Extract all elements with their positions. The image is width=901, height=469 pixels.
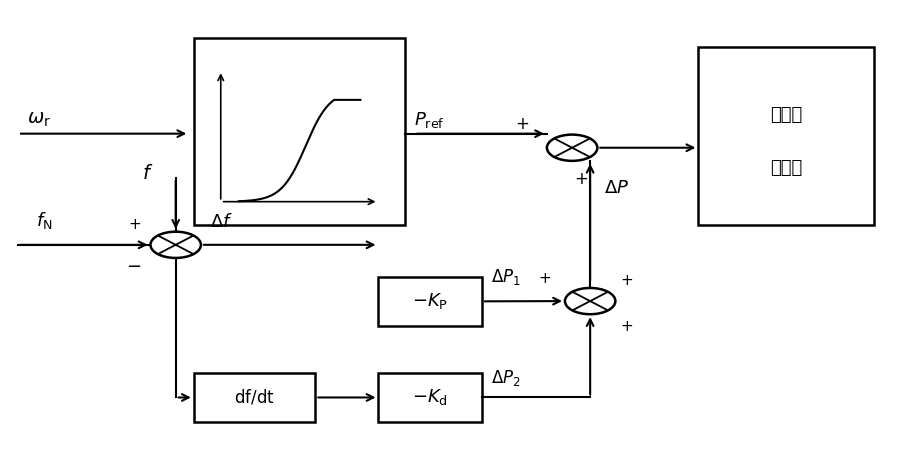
Text: $\Delta P_2$: $\Delta P_2$ [491, 368, 521, 388]
Text: +: + [539, 271, 551, 286]
Text: $-K_{\rm P}$: $-K_{\rm P}$ [412, 291, 449, 311]
Text: 转子侧: 转子侧 [770, 106, 802, 124]
Circle shape [565, 288, 615, 314]
Text: $P_{\rm ref}$: $P_{\rm ref}$ [414, 110, 445, 129]
Text: +: + [574, 170, 588, 188]
Text: +: + [129, 217, 141, 232]
Text: $\omega_{\rm r}$: $\omega_{\rm r}$ [27, 110, 51, 129]
Text: $f$: $f$ [141, 164, 153, 183]
Text: $\rm df/dt$: $\rm df/dt$ [234, 388, 275, 407]
Text: $f_{\rm N}$: $f_{\rm N}$ [36, 210, 52, 231]
Bar [378, 277, 482, 326]
Text: $-K_{\rm d}$: $-K_{\rm d}$ [413, 387, 448, 408]
Text: +: + [515, 115, 529, 133]
Bar [698, 47, 874, 225]
Circle shape [547, 135, 597, 161]
Text: +: + [620, 319, 633, 334]
Text: $\Delta P$: $\Delta P$ [604, 179, 629, 197]
Text: +: + [620, 273, 633, 288]
Text: $\Delta f$: $\Delta f$ [210, 213, 232, 231]
Text: $\Delta P_1$: $\Delta P_1$ [491, 267, 521, 287]
Text: −: − [126, 258, 141, 276]
Circle shape [150, 232, 201, 258]
Text: 变流器: 变流器 [770, 159, 802, 177]
Bar [378, 373, 482, 422]
Bar [194, 373, 315, 422]
Bar [194, 38, 405, 225]
